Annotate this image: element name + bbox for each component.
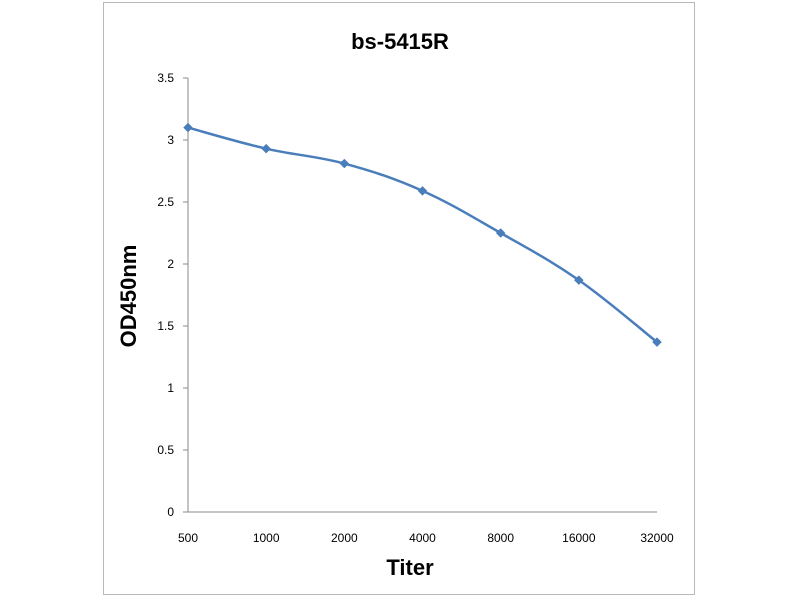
y-tick-label: 1.5: [157, 319, 174, 333]
x-tick-label: 8000: [487, 531, 514, 545]
series-line: [187, 126, 658, 344]
data-point-1000: [261, 143, 272, 154]
x-tick-label: 2000: [331, 531, 358, 545]
y-tick-label: 3: [167, 133, 174, 147]
data-point-16000: [573, 275, 584, 285]
axes: [187, 78, 657, 513]
x-tick-label: 500: [178, 531, 198, 545]
data-point-4000: [417, 185, 428, 196]
y-tick-label: 2: [167, 257, 174, 271]
y-tick-label: 0.5: [157, 443, 174, 457]
chart-frame: [103, 2, 695, 595]
x-tick-label: 4000: [409, 531, 436, 545]
data-point-2000: [339, 158, 350, 169]
x-tick-label: 16000: [562, 531, 596, 545]
x-tick-labels: 500 1000 2000 4000 8000 16000 32000: [178, 531, 674, 545]
data-point-500: [183, 122, 193, 133]
y-axis-title: OD450nm: [116, 245, 141, 348]
data-point-32000: [652, 337, 662, 347]
y-tick-label: 0: [167, 505, 174, 519]
y-tick-labels: 0 0.5 1 1.5 2 2.5 3 3.5: [157, 71, 188, 519]
data-point-8000: [495, 228, 506, 238]
x-tick-label: 32000: [640, 531, 674, 545]
series-layer: [183, 122, 662, 347]
chart-title: bs-5415R: [351, 29, 449, 54]
x-axis-title: Titer: [386, 555, 434, 580]
y-tick-label: 3.5: [157, 71, 174, 85]
y-tick-label: 1: [167, 381, 174, 395]
y-tick-label: 2.5: [157, 195, 174, 209]
x-tick-label: 1000: [253, 531, 280, 545]
